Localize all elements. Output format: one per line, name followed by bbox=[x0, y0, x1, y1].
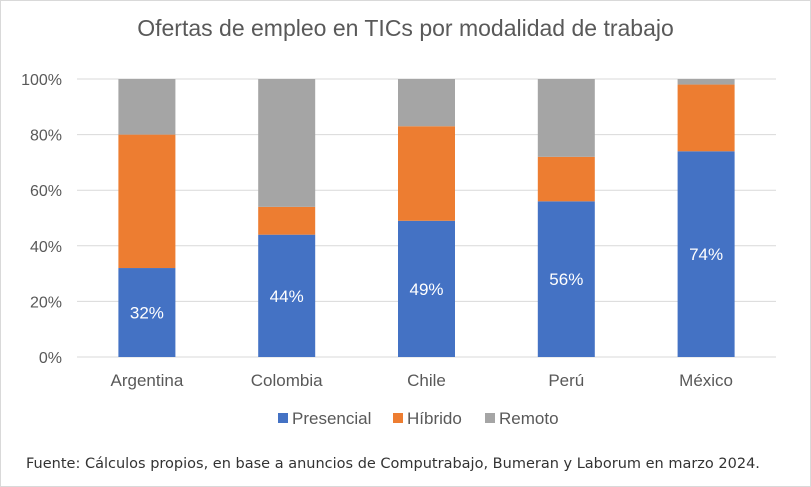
legend-label: Híbrido bbox=[407, 409, 462, 428]
x-tick-label: Argentina bbox=[111, 371, 184, 390]
bar-segment bbox=[118, 268, 176, 357]
y-tick-label: 40% bbox=[30, 239, 62, 256]
source-note: Fuente: Cálculos propios, en base a anun… bbox=[26, 456, 760, 472]
x-tick-label: Perú bbox=[548, 371, 584, 390]
legend-label: Presencial bbox=[292, 409, 371, 428]
y-tick-label: 60% bbox=[30, 183, 62, 200]
legend-label: Remoto bbox=[499, 409, 559, 428]
y-tick-label: 100% bbox=[21, 72, 62, 89]
data-label: 32% bbox=[130, 304, 164, 323]
x-tick-label: Colombia bbox=[251, 371, 323, 390]
bar-segment bbox=[398, 126, 455, 221]
bar-segment bbox=[537, 156, 595, 202]
x-tick-label: México bbox=[679, 371, 733, 390]
stacked-bar-chart: 0% 20% 40% 60% 80% 100% 32% Argentina 44% Colombi… bbox=[21, 72, 776, 428]
bar-segment bbox=[118, 134, 176, 269]
y-tick-label: 20% bbox=[30, 294, 62, 311]
bar-segment bbox=[677, 79, 735, 85]
y-tick-label: 80% bbox=[30, 128, 62, 145]
legend-swatch bbox=[278, 413, 288, 423]
legend-swatch bbox=[485, 413, 495, 423]
bar-segment bbox=[537, 79, 595, 157]
bar-segment bbox=[118, 79, 176, 135]
x-tick-label: Chile bbox=[407, 371, 446, 390]
bar-segment bbox=[677, 151, 735, 357]
y-tick-label: 0% bbox=[39, 350, 62, 367]
bar-segment bbox=[677, 84, 735, 152]
legend-swatch bbox=[393, 413, 403, 423]
bar-segment bbox=[398, 79, 455, 127]
chart-title: Ofertas de empleo en TICs por modalidad … bbox=[137, 15, 674, 41]
bar-segment bbox=[258, 234, 316, 357]
bar-segment bbox=[258, 206, 316, 235]
data-label: 74% bbox=[689, 245, 723, 264]
bar-segment bbox=[398, 220, 455, 357]
bar-segment bbox=[537, 201, 595, 357]
data-label: 44% bbox=[270, 287, 304, 306]
bar-segment bbox=[258, 79, 316, 207]
data-label: 56% bbox=[549, 270, 583, 289]
data-label: 49% bbox=[409, 280, 443, 299]
